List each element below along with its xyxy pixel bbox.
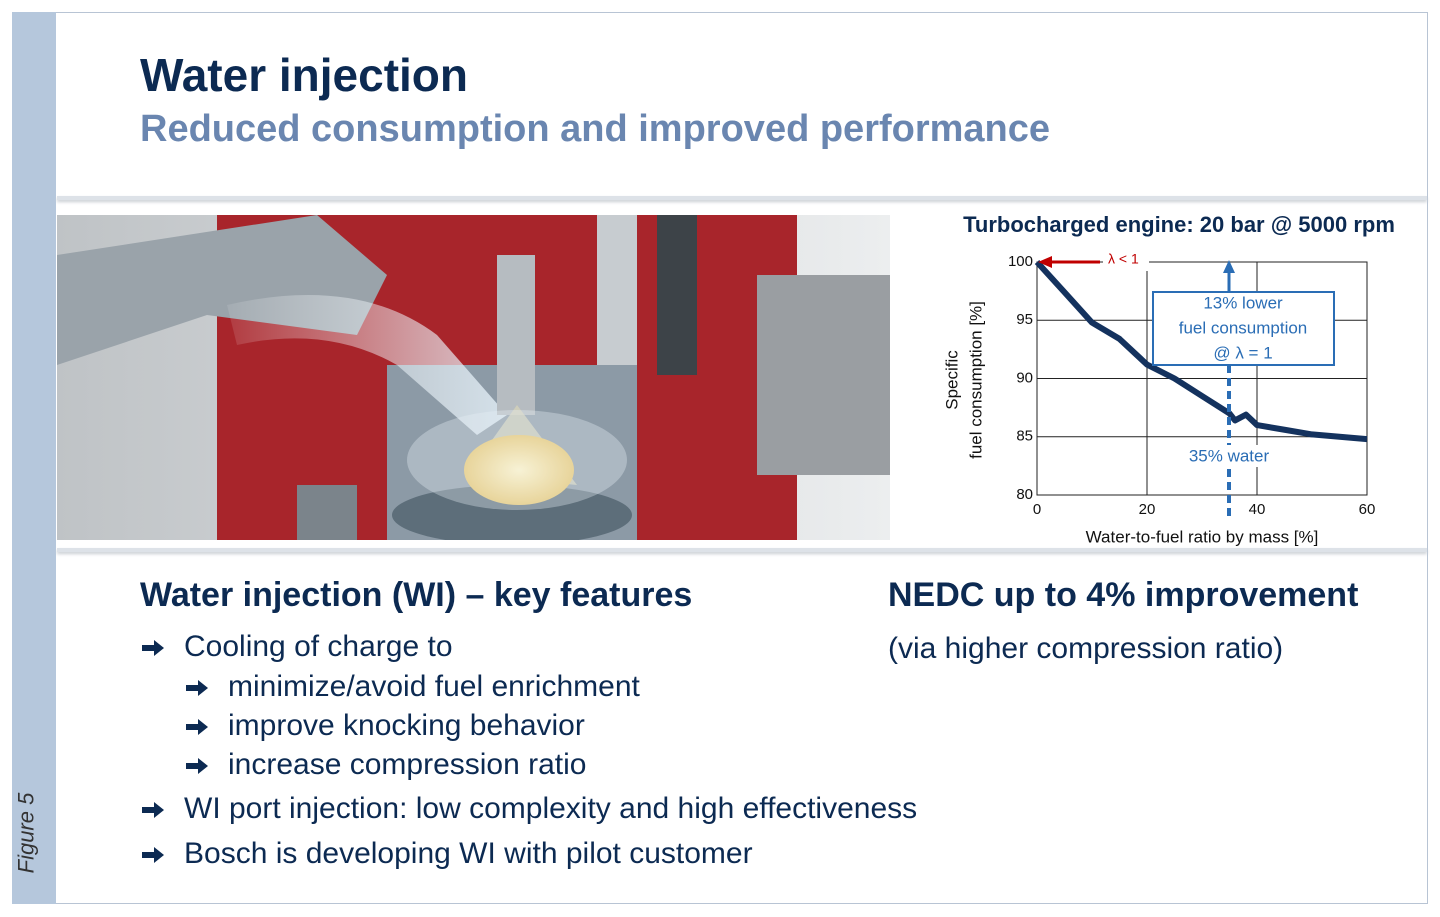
y-tick-label: 90 (1016, 369, 1033, 386)
water-bg (1178, 445, 1280, 467)
side-strip (12, 12, 56, 904)
bullet-text: increase compression ratio (228, 748, 587, 781)
arrow-icon (186, 680, 208, 697)
arrow-icon (142, 640, 164, 657)
water-label: 35% water (1189, 446, 1270, 465)
figure-label: Figure 5 (13, 792, 39, 874)
callout-text: fuel consumption (1179, 318, 1308, 337)
bullet-item: WI port injection: low complexity and hi… (140, 792, 917, 826)
features-heading: Water injection (WI) – key features (140, 576, 693, 614)
y-tick-label: 85 (1016, 428, 1033, 445)
x-tick-label: 40 (1249, 501, 1266, 518)
lambda-label: λ < 1 (1108, 251, 1139, 267)
bullet-item: minimize/avoid fuel enrichment (184, 670, 640, 704)
bullet-item: Bosch is developing WI with pilot custom… (140, 837, 753, 871)
y-tick-label: 100 (1008, 253, 1033, 270)
y-axis-label: fuel consumption [%] (966, 301, 985, 459)
water-arrowhead (1223, 260, 1235, 273)
bullet-item: Cooling of charge to (140, 630, 453, 664)
separator (57, 196, 1427, 200)
y-tick-label: 80 (1016, 486, 1033, 503)
x-tick-label: 20 (1139, 501, 1156, 518)
slide-subtitle: Reduced consumption and improved perform… (140, 108, 1051, 150)
separator (57, 548, 1427, 552)
lambda-arrowhead (1038, 256, 1052, 268)
bullet-text: WI port injection: low complexity and hi… (184, 792, 918, 825)
arrow-icon (142, 802, 164, 819)
arrow-icon (186, 758, 208, 775)
callout-box (1152, 291, 1335, 366)
bullet-text: Bosch is developing WI with pilot custom… (184, 837, 753, 870)
bullet-item: increase compression ratio (184, 748, 587, 782)
engine-illustration (57, 215, 890, 540)
bullet-text: improve knocking behavior (228, 709, 585, 742)
x-tick-label: 0 (1033, 501, 1041, 518)
y-axis-label: Specific (942, 350, 961, 410)
callout-text: 13% lower (1203, 293, 1283, 312)
lambda-bg (1103, 253, 1149, 271)
nedc-heading: NEDC up to 4% improvement (888, 576, 1359, 614)
nedc-note: (via higher compression ratio) (888, 632, 1284, 665)
data-line (1034, 259, 1368, 443)
y-tick-label: 95 (1016, 311, 1033, 328)
bullet-text: minimize/avoid fuel enrichment (228, 670, 640, 703)
chart-title: Turbocharged engine: 20 bar @ 5000 rpm (963, 212, 1395, 237)
bullet-item: improve knocking behavior (184, 709, 585, 743)
slide-title: Water injection (140, 49, 468, 101)
x-tick-label: 60 (1359, 501, 1376, 518)
arrow-icon (186, 719, 208, 736)
callout-text: @ λ = 1 (1213, 343, 1272, 362)
chart: Turbocharged engine: 20 bar @ 5000 rpm W… (942, 212, 1395, 547)
x-axis-label: Water-to-fuel ratio by mass [%] (1086, 527, 1319, 546)
arrow-icon (142, 847, 164, 864)
bullet-text: Cooling of charge to (184, 630, 453, 663)
